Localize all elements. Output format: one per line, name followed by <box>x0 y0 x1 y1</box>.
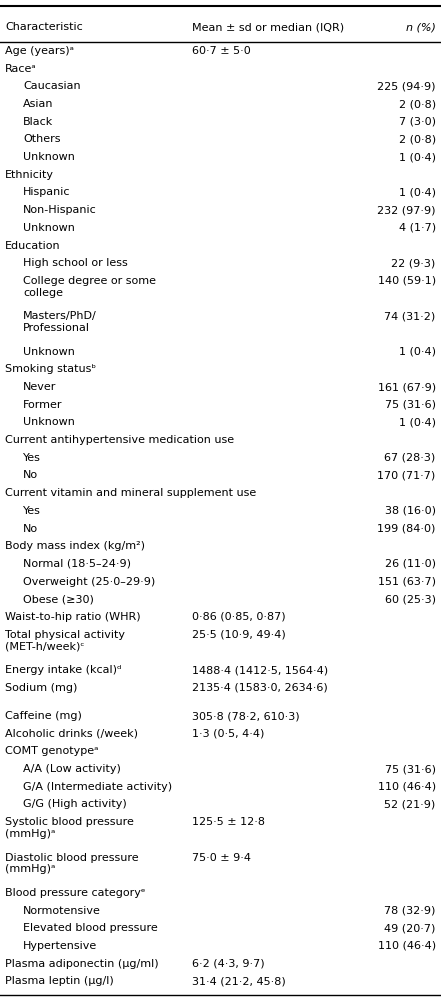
Text: 52 (21·9): 52 (21·9) <box>385 799 436 809</box>
Text: 1 (0·4): 1 (0·4) <box>399 347 436 357</box>
Text: Former: Former <box>23 400 63 410</box>
Text: 140 (59·1): 140 (59·1) <box>377 276 436 286</box>
Text: 2135·4 (1583·0, 2634·6): 2135·4 (1583·0, 2634·6) <box>192 682 328 692</box>
Text: 75 (31·6): 75 (31·6) <box>385 400 436 410</box>
Text: Age (years)ᵃ: Age (years)ᵃ <box>5 46 74 56</box>
Text: Yes: Yes <box>23 453 41 463</box>
Text: Elevated blood pressure: Elevated blood pressure <box>23 923 158 933</box>
Text: Mean ± sd or median (IQR): Mean ± sd or median (IQR) <box>192 22 344 32</box>
Text: No: No <box>23 523 38 533</box>
Text: 0·86 (0·85, 0·87): 0·86 (0·85, 0·87) <box>192 612 285 622</box>
Text: Normotensive: Normotensive <box>23 905 101 915</box>
Text: Unknown: Unknown <box>23 418 75 428</box>
Text: Total physical activity
(MET-h/week)ᶜ: Total physical activity (MET-h/week)ᶜ <box>5 629 125 651</box>
Text: Sodium (mg): Sodium (mg) <box>5 682 78 692</box>
Text: 49 (20·7): 49 (20·7) <box>385 923 436 933</box>
Text: Unknown: Unknown <box>23 347 75 357</box>
Text: College degree or some
college: College degree or some college <box>23 276 156 298</box>
Text: Raceᵃ: Raceᵃ <box>5 64 37 74</box>
Text: n (%): n (%) <box>406 22 436 32</box>
Text: Waist-to-hip ratio (WHR): Waist-to-hip ratio (WHR) <box>5 612 141 622</box>
Text: 1488·4 (1412·5, 1564·4): 1488·4 (1412·5, 1564·4) <box>192 665 328 675</box>
Text: 225 (94·9): 225 (94·9) <box>377 81 436 91</box>
Text: G/G (High activity): G/G (High activity) <box>23 799 127 809</box>
Text: Body mass index (kg/m²): Body mass index (kg/m²) <box>5 541 145 551</box>
Text: 1·3 (0·5, 4·4): 1·3 (0·5, 4·4) <box>192 728 264 738</box>
Text: Blood pressure categoryᵉ: Blood pressure categoryᵉ <box>5 888 146 898</box>
Text: 125·5 ± 12·8: 125·5 ± 12·8 <box>192 817 265 827</box>
Text: 74 (31·2): 74 (31·2) <box>385 312 436 322</box>
Text: 151 (63·7): 151 (63·7) <box>377 576 436 586</box>
Text: A/A (Low activity): A/A (Low activity) <box>23 764 121 774</box>
Text: Non-Hispanic: Non-Hispanic <box>23 205 97 215</box>
Text: 199 (84·0): 199 (84·0) <box>377 523 436 533</box>
Text: Energy intake (kcal)ᵈ: Energy intake (kcal)ᵈ <box>5 665 122 675</box>
Text: 75 (31·6): 75 (31·6) <box>385 764 436 774</box>
Text: 67 (28·3): 67 (28·3) <box>385 453 436 463</box>
Text: 60·7 ± 5·0: 60·7 ± 5·0 <box>192 46 250 56</box>
Text: 1 (0·4): 1 (0·4) <box>399 152 436 162</box>
Text: 22 (9·3): 22 (9·3) <box>392 258 436 269</box>
Text: Caffeine (mg): Caffeine (mg) <box>5 711 82 721</box>
Text: COMT genotypeᵃ: COMT genotypeᵃ <box>5 746 99 756</box>
Text: Obese (≥30): Obese (≥30) <box>23 594 94 604</box>
Text: Unknown: Unknown <box>23 223 75 233</box>
Text: 1 (0·4): 1 (0·4) <box>399 188 436 198</box>
Text: Unknown: Unknown <box>23 152 75 162</box>
Text: 4 (1·7): 4 (1·7) <box>399 223 436 233</box>
Text: 78 (32·9): 78 (32·9) <box>385 905 436 915</box>
Text: Overweight (25·0–29·9): Overweight (25·0–29·9) <box>23 576 156 586</box>
Text: 305·8 (78·2, 610·3): 305·8 (78·2, 610·3) <box>192 711 299 721</box>
Text: Alcoholic drinks (/week): Alcoholic drinks (/week) <box>5 728 138 738</box>
Text: Systolic blood pressure
(mmHg)ᵃ: Systolic blood pressure (mmHg)ᵃ <box>5 817 134 839</box>
Text: Hypertensive: Hypertensive <box>23 941 97 951</box>
Text: Caucasian: Caucasian <box>23 81 81 91</box>
Text: Masters/PhD/
Professional: Masters/PhD/ Professional <box>23 312 97 333</box>
Text: 38 (16·0): 38 (16·0) <box>385 505 436 515</box>
Text: Yes: Yes <box>23 505 41 515</box>
Text: High school or less: High school or less <box>23 258 128 269</box>
Text: Education: Education <box>5 241 61 251</box>
Text: 2 (0·8): 2 (0·8) <box>399 99 436 109</box>
Text: 31·4 (21·2, 45·8): 31·4 (21·2, 45·8) <box>192 976 286 986</box>
Text: Diastolic blood pressure
(mmHg)ᵃ: Diastolic blood pressure (mmHg)ᵃ <box>5 852 139 874</box>
Text: 60 (25·3): 60 (25·3) <box>385 594 436 604</box>
Text: 26 (11·0): 26 (11·0) <box>385 558 436 568</box>
Text: 110 (46·4): 110 (46·4) <box>377 941 436 951</box>
Text: Characteristic: Characteristic <box>5 22 83 32</box>
Text: Current vitamin and mineral supplement use: Current vitamin and mineral supplement u… <box>5 489 257 499</box>
Text: Plasma leptin (μg/l): Plasma leptin (μg/l) <box>5 976 114 986</box>
Text: Others: Others <box>23 135 61 145</box>
Text: No: No <box>23 471 38 481</box>
Text: Black: Black <box>23 117 53 127</box>
Text: 1 (0·4): 1 (0·4) <box>399 418 436 428</box>
Text: Plasma adiponectin (μg/ml): Plasma adiponectin (μg/ml) <box>5 959 159 969</box>
Text: 110 (46·4): 110 (46·4) <box>377 782 436 792</box>
Text: Ethnicity: Ethnicity <box>5 170 54 180</box>
Text: Current antihypertensive medication use: Current antihypertensive medication use <box>5 436 235 446</box>
Text: 6·2 (4·3, 9·7): 6·2 (4·3, 9·7) <box>192 959 265 969</box>
Text: Asian: Asian <box>23 99 54 109</box>
Text: 7 (3·0): 7 (3·0) <box>399 117 436 127</box>
Text: 25·5 (10·9, 49·4): 25·5 (10·9, 49·4) <box>192 629 286 639</box>
Text: Normal (18·5–24·9): Normal (18·5–24·9) <box>23 558 131 568</box>
Text: 232 (97·9): 232 (97·9) <box>377 205 436 215</box>
Text: Hispanic: Hispanic <box>23 188 71 198</box>
Text: 75·0 ± 9·4: 75·0 ± 9·4 <box>192 852 251 862</box>
Text: 161 (67·9): 161 (67·9) <box>377 382 436 392</box>
Text: Smoking statusᵇ: Smoking statusᵇ <box>5 365 97 375</box>
Text: 170 (71·7): 170 (71·7) <box>377 471 436 481</box>
Text: G/A (Intermediate activity): G/A (Intermediate activity) <box>23 782 172 792</box>
Text: Never: Never <box>23 382 56 392</box>
Text: 2 (0·8): 2 (0·8) <box>399 135 436 145</box>
